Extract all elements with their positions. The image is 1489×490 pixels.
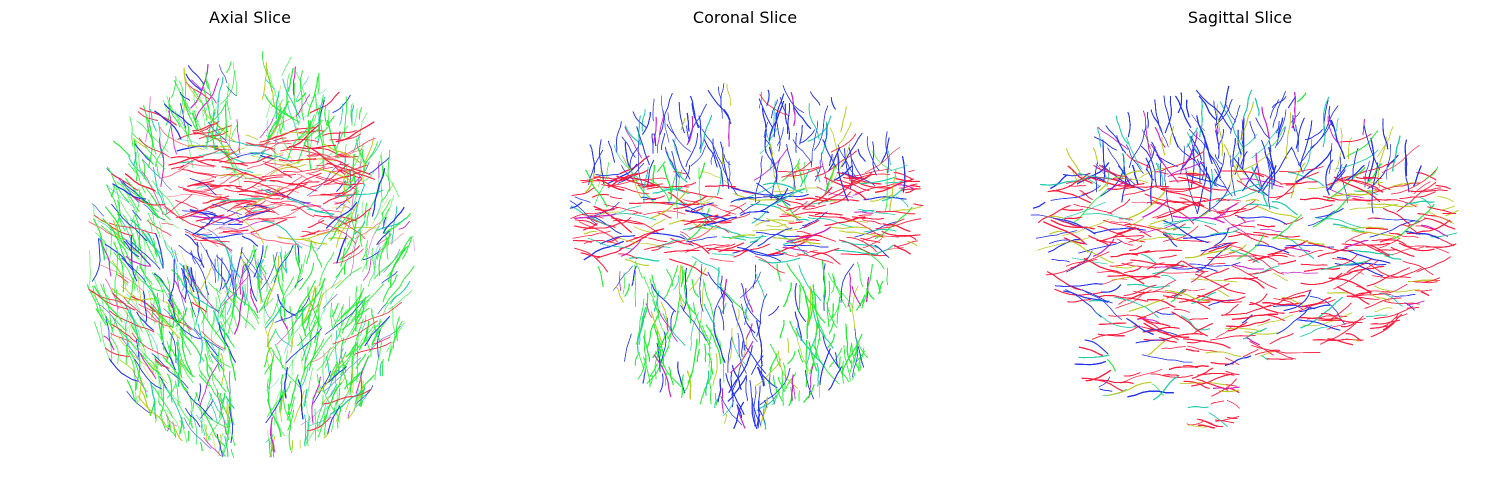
axial-panel: Axial Slice <box>60 0 440 490</box>
axial-title: Axial Slice <box>60 8 440 27</box>
coronal-title: Coronal Slice <box>555 8 935 27</box>
coronal-fibers <box>570 83 923 429</box>
sagittal-title: Sagittal Slice <box>1015 8 1465 27</box>
axial-tractography-image <box>60 40 440 480</box>
sagittal-fibers <box>1031 86 1459 428</box>
axial-fibers <box>87 51 415 458</box>
coronal-tractography-image <box>555 40 935 480</box>
coronal-panel: Coronal Slice <box>555 0 935 490</box>
sagittal-tractography-image <box>1015 40 1465 480</box>
sagittal-panel: Sagittal Slice <box>1015 0 1465 490</box>
